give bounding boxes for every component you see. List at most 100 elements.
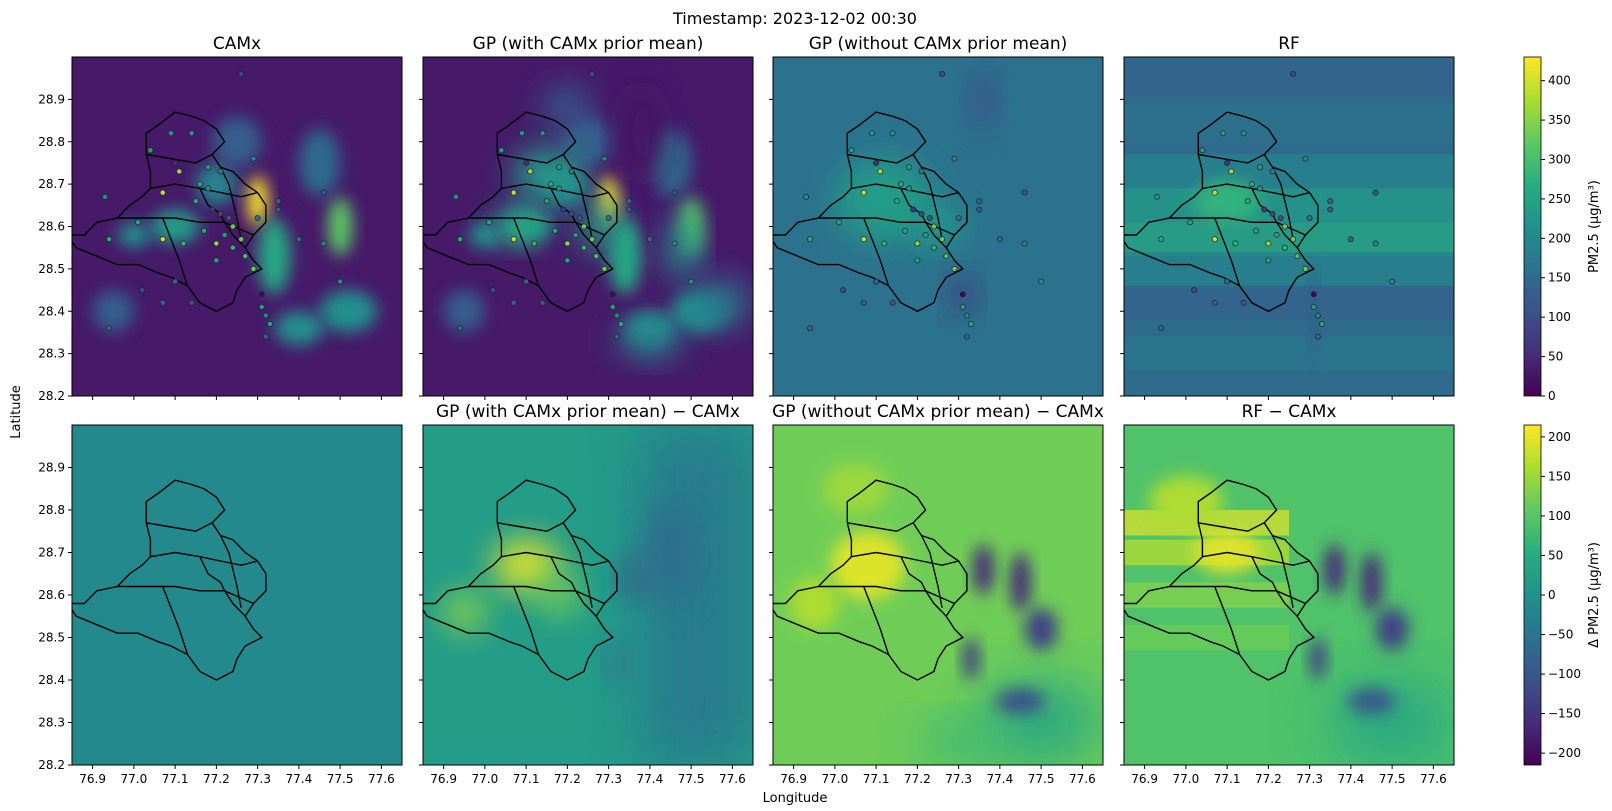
station-marker: [877, 168, 884, 175]
rf-band: [1124, 251, 1454, 286]
station-marker: [242, 253, 249, 260]
x-tick-label: 77.1: [1214, 772, 1241, 786]
y-tick-label: 28.9: [38, 92, 65, 106]
y-tick-label: 28.7: [38, 546, 65, 560]
field-blob: [327, 196, 353, 257]
station-marker: [1224, 278, 1231, 285]
station-marker: [860, 299, 867, 306]
station-marker: [201, 227, 207, 234]
station-marker: [531, 240, 538, 247]
district-boundary: [497, 522, 564, 532]
field-blob: [493, 209, 543, 244]
station-marker: [1372, 240, 1379, 247]
district-boundary: [900, 556, 947, 617]
station-marker: [188, 299, 195, 306]
station-marker: [618, 321, 624, 327]
field-blob: [995, 688, 1046, 714]
district-boundary: [863, 586, 890, 655]
station-marker: [217, 210, 224, 217]
station-marker: [1273, 232, 1280, 238]
station-marker: [688, 278, 695, 285]
district-boundary: [146, 153, 213, 164]
field-blob: [195, 162, 237, 206]
x-tick-label: 77.4: [987, 772, 1014, 786]
station-marker: [1240, 130, 1247, 137]
y-tick-label: 28.4: [38, 304, 65, 318]
station-marker: [1265, 240, 1272, 247]
field-blob: [1330, 680, 1454, 765]
district-boundary: [1124, 479, 1319, 681]
station-marker: [320, 189, 327, 196]
panel-4: RF: [1120, 34, 1455, 400]
station-marker: [939, 70, 946, 77]
station-marker: [889, 130, 896, 137]
district-boundary: [468, 217, 605, 236]
panel-7: GP (without CAMx prior mean) − CAMx 76.9 7…: [769, 402, 1104, 786]
station-marker: [337, 278, 344, 285]
station-marker: [560, 206, 567, 213]
station-marker: [626, 198, 633, 205]
station-marker: [671, 240, 678, 247]
district-boundary: [1169, 217, 1306, 236]
rf-band: [1124, 624, 1289, 651]
station-marker: [221, 232, 228, 238]
colorbar-tick-label: 400: [1548, 74, 1571, 88]
field-blob: [979, 680, 1103, 765]
station-marker: [1327, 206, 1334, 213]
district-boundary: [550, 556, 597, 617]
x-tick-label: 77.5: [1379, 772, 1406, 786]
station-marker: [1211, 299, 1218, 306]
colorbar-tick-label: 350: [1548, 113, 1571, 127]
figure-ylabel: Latitude: [9, 385, 24, 439]
station-marker: [922, 232, 929, 238]
station-marker: [1191, 287, 1198, 294]
x-tick-label: 77.0: [822, 772, 849, 786]
station-marker: [180, 240, 187, 247]
station-marker: [873, 159, 880, 166]
station-marker: [1220, 130, 1226, 137]
field-blob: [298, 129, 341, 197]
station-marker: [613, 312, 620, 319]
heatmap-field: [1124, 425, 1454, 765]
heatmap-field: [72, 57, 402, 396]
field-blob: [1024, 607, 1058, 651]
district-boundary: [900, 188, 947, 249]
station-marker: [869, 130, 875, 137]
district-boundary: [1214, 217, 1241, 287]
field-blob: [319, 290, 378, 333]
station-marker: [580, 244, 587, 251]
station-marker: [803, 193, 809, 200]
y-tick-label: 28.3: [38, 716, 65, 730]
station-marker: [564, 257, 571, 264]
station-marker: [568, 210, 575, 217]
x-tick-label: 77.6: [1420, 772, 1447, 786]
heatmap-field: [423, 57, 753, 396]
y-tick-label: 28.5: [38, 262, 65, 276]
station-marker: [589, 236, 596, 243]
station-marker: [168, 130, 174, 137]
x-tick-label: 76.9: [79, 772, 106, 786]
station-marker: [939, 236, 946, 243]
field-blob: [1375, 607, 1409, 651]
y-tick-label: 28.6: [38, 588, 65, 602]
district-boundary: [72, 111, 267, 313]
station-marker: [930, 244, 937, 251]
station-marker: [209, 206, 216, 213]
x-tick-label: 77.2: [904, 772, 931, 786]
station-marker: [976, 198, 983, 205]
district-boundary: [72, 479, 267, 681]
district-boundary: [1251, 556, 1298, 617]
station-marker: [914, 257, 921, 264]
station-marker: [457, 236, 464, 243]
field-blob: [645, 501, 696, 604]
station-marker: [1199, 147, 1206, 154]
station-marker: [1261, 206, 1268, 213]
colorbar-gradient: [1523, 56, 1542, 397]
district-boundary: [162, 586, 189, 655]
station-marker: [1269, 210, 1276, 217]
field-blob: [150, 209, 200, 244]
y-tick-label: 28.7: [38, 177, 65, 191]
district-boundary: [570, 166, 593, 240]
station-marker: [275, 198, 282, 205]
district-boundary: [550, 188, 597, 249]
